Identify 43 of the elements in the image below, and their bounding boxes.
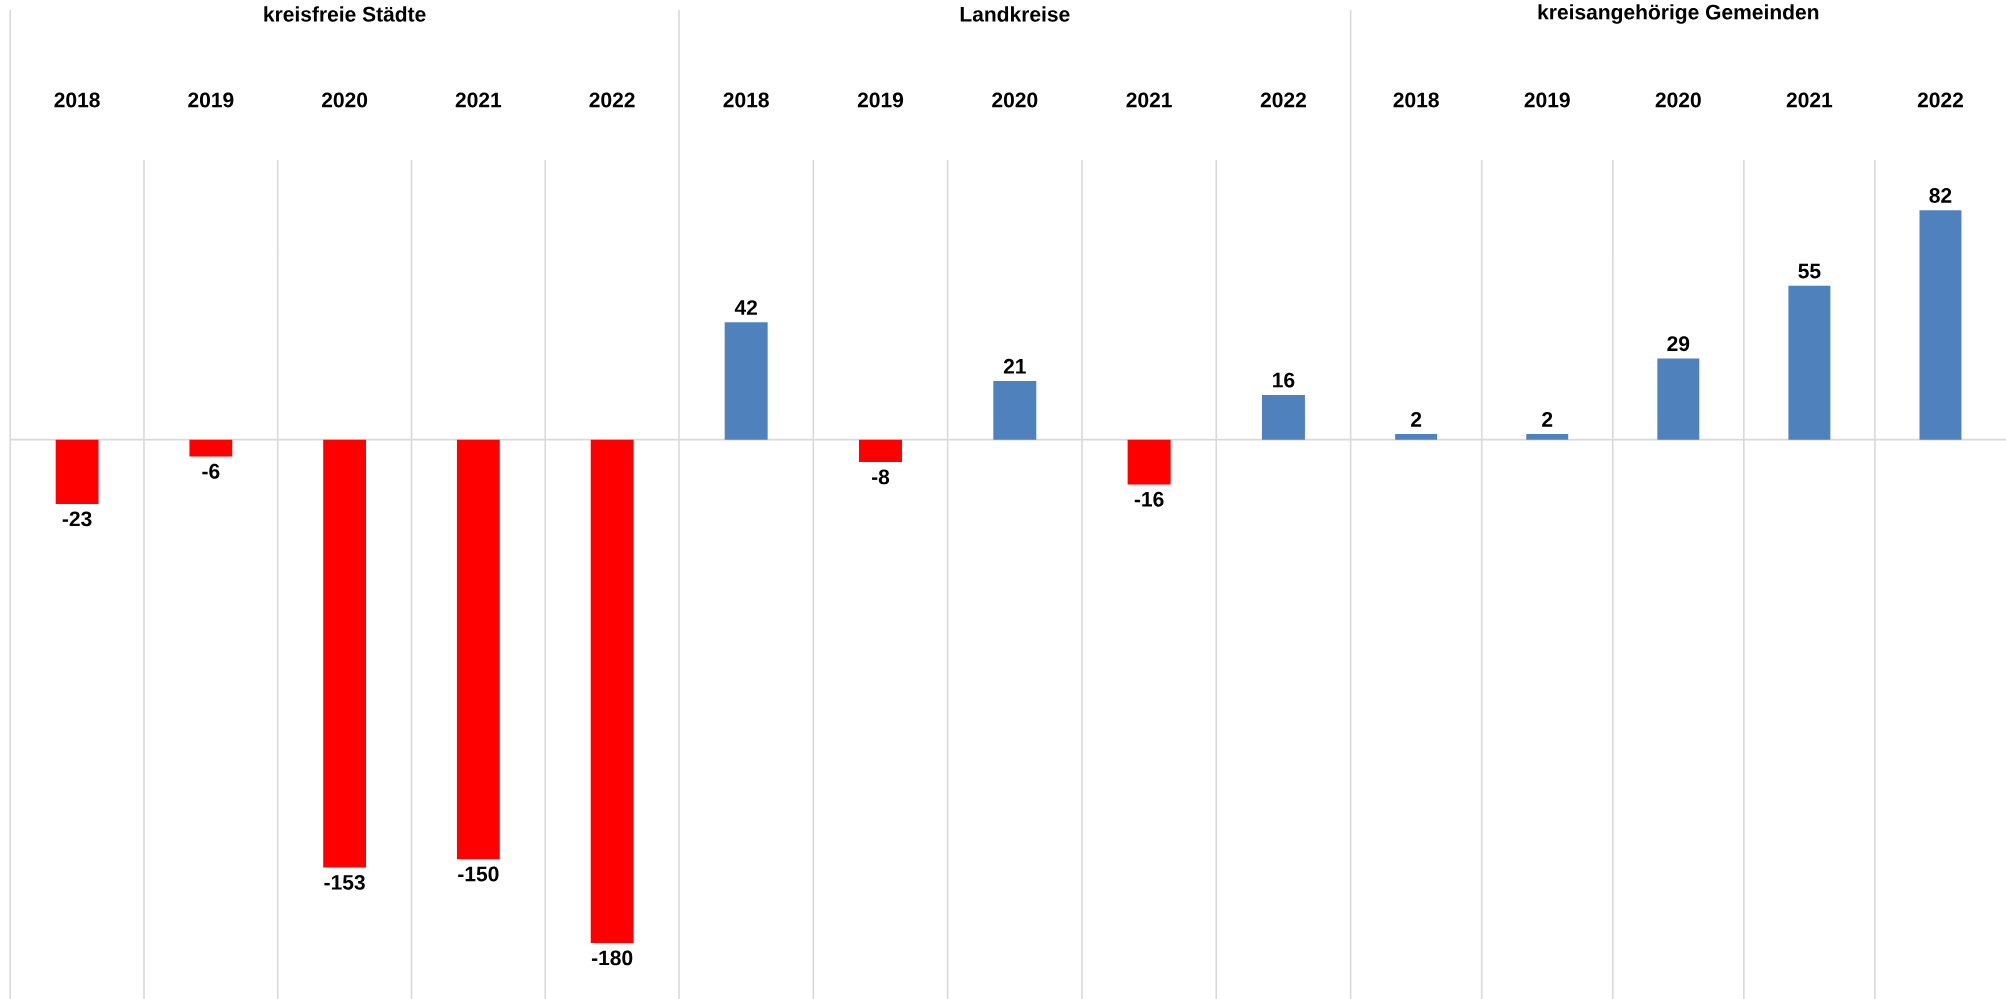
x-tick-label: 2018 [54, 92, 100, 108]
bar [1526, 434, 1569, 440]
bar [1919, 210, 1962, 440]
x-tick-label: 2019 [1524, 92, 1570, 108]
bar [858, 439, 902, 463]
data-label: -16 [1134, 491, 1164, 507]
data-label: 2 [1411, 412, 1422, 427]
data-label: 21 [1003, 358, 1026, 374]
bar [1657, 358, 1700, 440]
data-label: 82 [1929, 188, 1952, 203]
x-tick-label: 2021 [455, 92, 502, 108]
data-label: -180 [591, 950, 633, 966]
data-label: -153 [324, 874, 365, 890]
data-label: 29 [1667, 336, 1690, 352]
chart-title: kreisangehörige Gemeinden [1538, 4, 1819, 24]
bar [1261, 394, 1305, 440]
bar [724, 322, 768, 440]
x-tick-label: 2020 [321, 92, 368, 108]
bar [993, 380, 1037, 440]
data-label: -8 [871, 469, 890, 485]
x-tick-label: 2022 [589, 92, 635, 108]
x-tick-label: 2020 [1655, 92, 1701, 108]
chart-title: kreisfreie Städte [264, 6, 426, 22]
x-tick-label: 2021 [1126, 92, 1172, 108]
data-label: 16 [1273, 372, 1295, 388]
x-tick-label: 2019 [857, 92, 904, 108]
x-tick-label: 2022 [1260, 92, 1306, 108]
x-tick-label: 2022 [1917, 92, 1963, 108]
data-label: -23 [62, 511, 92, 527]
data-label: 55 [1798, 263, 1821, 279]
bar [1127, 439, 1171, 485]
x-tick-label: 2018 [1393, 92, 1439, 108]
x-tick-label: 2018 [723, 92, 769, 108]
bar [1788, 285, 1831, 440]
chart-title: Landkreise [960, 6, 1070, 22]
x-tick-label: 2020 [992, 92, 1038, 108]
data-label: -6 [202, 463, 220, 479]
x-tick-label: 2019 [188, 92, 234, 108]
data-label: -150 [458, 866, 499, 882]
x-tick-label: 2021 [1786, 92, 1833, 108]
data-label: 2 [1542, 412, 1553, 427]
data-label: 42 [734, 300, 757, 315]
bar [1395, 434, 1438, 440]
